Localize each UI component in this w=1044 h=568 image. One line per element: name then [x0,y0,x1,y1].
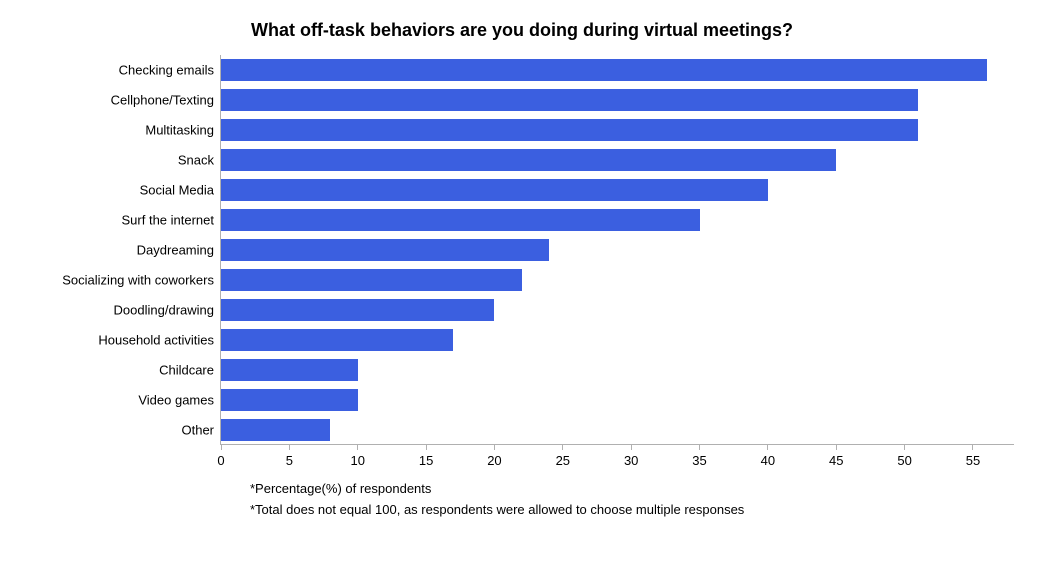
bar [221,149,836,171]
chart-title: What off-task behaviors are you doing du… [30,20,1014,41]
footnote-1: *Percentage(%) of respondents [250,479,1014,500]
x-axis-tick-label: 0 [217,453,224,468]
x-axis-tick-label: 10 [350,453,364,468]
x-axis-tick [972,444,973,450]
bar [221,269,522,291]
y-axis-label: Doodling/drawing [114,303,214,318]
bar [221,89,918,111]
bar [221,419,330,441]
y-axis-label: Daydreaming [137,243,214,258]
y-axis-label: Household activities [98,333,214,348]
footnotes: *Percentage(%) of respondents *Total doe… [250,479,1014,521]
bar [221,179,768,201]
plot-area: Checking emails Cellphone/Texting Multitas… [30,55,1014,445]
bar [221,59,987,81]
y-axis-label: Other [181,423,214,438]
chart-container: What off-task behaviors are you doing du… [0,0,1044,568]
y-axis-labels: Checking emails Cellphone/Texting Multitas… [30,55,220,445]
bar [221,389,358,411]
x-axis-tick [562,444,563,450]
x-axis-tick-label: 50 [897,453,911,468]
y-axis-label: Multitasking [145,123,214,138]
x-axis-tick [221,444,222,450]
x-axis-tick [904,444,905,450]
y-axis-label: Socializing with coworkers [62,273,214,288]
axes-area: 0510152025303540455055 [220,55,1014,445]
x-axis-tick [289,444,290,450]
bar [221,209,700,231]
x-axis-tick [767,444,768,450]
x-axis-tick-label: 30 [624,453,638,468]
x-axis-tick [494,444,495,450]
y-axis-label: Snack [178,153,214,168]
x-axis-tick [426,444,427,450]
x-axis-tick-label: 55 [966,453,980,468]
bar [221,329,453,351]
bar [221,239,549,261]
x-axis-tick-label: 40 [761,453,775,468]
x-axis-tick [357,444,358,450]
y-axis-label: Surf the internet [122,213,215,228]
bar [221,299,494,321]
x-axis-tick [699,444,700,450]
x-axis-tick-label: 45 [829,453,843,468]
y-axis-label: Checking emails [119,63,214,78]
bar [221,359,358,381]
y-axis-label: Childcare [159,363,214,378]
x-axis-tick [631,444,632,450]
x-axis-tick-label: 5 [286,453,293,468]
bar [221,119,918,141]
x-axis-tick [836,444,837,450]
y-axis-label: Social Media [140,183,214,198]
x-axis-tick-label: 20 [487,453,501,468]
x-axis-tick-label: 35 [692,453,706,468]
x-axis-tick-label: 25 [556,453,570,468]
y-axis-label: Cellphone/Texting [111,93,214,108]
x-axis-tick-label: 15 [419,453,433,468]
footnote-2: *Total does not equal 100, as respondent… [250,500,1014,521]
y-axis-label: Video games [138,393,214,408]
